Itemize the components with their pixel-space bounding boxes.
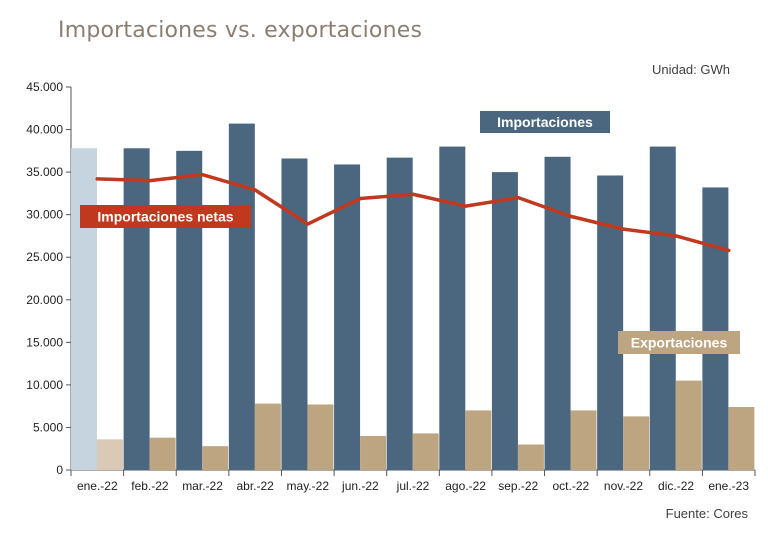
importaciones-bar (176, 150, 203, 471)
y-tick-label: 15.000 (26, 335, 63, 349)
importaciones-netas-point (569, 214, 573, 218)
importaciones-netas-legend-label: Importaciones netas (97, 209, 233, 225)
importaciones-bar (123, 148, 150, 470)
importaciones-netas-point (516, 196, 520, 200)
exportaciones-bar (254, 403, 281, 470)
importaciones-bar (597, 175, 624, 470)
x-tick-label: may.-22 (287, 479, 330, 493)
exportaciones-legend-box (618, 331, 740, 354)
exportaciones-bar (149, 437, 176, 470)
y-tick-label: 35.000 (26, 165, 63, 179)
y-tick-label: 5.000 (33, 420, 63, 434)
importaciones-netas-point (306, 222, 310, 226)
exportaciones-bar (728, 407, 755, 470)
importaciones-netas-point (464, 204, 468, 208)
importaciones-netas-point (358, 196, 362, 201)
y-tick-label: 0 (56, 463, 63, 477)
x-tick-label: abr.-22 (236, 479, 274, 493)
y-tick-label: 10.000 (26, 378, 63, 392)
importaciones-bar (649, 146, 676, 471)
source-label: Fuente: Cores (665, 506, 748, 521)
importaciones-netas-legend-box (80, 205, 251, 228)
exportaciones-bar (675, 380, 702, 470)
importaciones-netas-point (200, 173, 205, 177)
importaciones-bar (334, 164, 361, 470)
importaciones-netas-point (674, 234, 678, 238)
x-tick-label: ene.-23 (708, 479, 749, 493)
importaciones-legend-box (480, 111, 610, 133)
exportaciones-bar (465, 410, 492, 470)
importaciones-netas-point (411, 192, 415, 196)
importaciones-bar (71, 148, 97, 470)
unit-label: Unidad: GWh (651, 62, 730, 77)
x-tick-label: jul.-22 (396, 479, 430, 493)
importaciones-bar (439, 146, 466, 471)
importaciones-bar (702, 187, 729, 471)
exportaciones-bar (202, 446, 229, 470)
exportaciones-bar (517, 444, 544, 470)
importaciones-netas-point (621, 227, 626, 231)
exportaciones-bar (97, 439, 123, 470)
importaciones-netas-point (148, 179, 152, 183)
importaciones-netas-point (727, 248, 731, 253)
exportaciones-bar (412, 433, 439, 470)
exportaciones-legend-label: Exportaciones (631, 335, 728, 351)
importaciones-bar (386, 157, 413, 471)
chart-title: Importaciones vs. exportaciones (58, 18, 423, 43)
importaciones-bar (228, 123, 255, 470)
exportaciones-bar (570, 410, 597, 470)
y-tick-label: 30.000 (26, 208, 63, 222)
x-tick-label: oct.-22 (553, 479, 590, 493)
x-tick-label: jun.-22 (341, 479, 379, 493)
importaciones-netas-point (95, 177, 99, 181)
y-tick-label: 40.000 (26, 123, 63, 137)
importaciones-netas-point (253, 188, 257, 192)
exportaciones-bar (623, 416, 650, 470)
x-tick-label: nov.-22 (604, 479, 643, 493)
x-tick-label: sep.-22 (498, 479, 538, 493)
x-tick-label: ago.-22 (445, 479, 486, 493)
x-tick-label: mar.-22 (182, 479, 223, 493)
importaciones-bar (544, 156, 571, 470)
importaciones-bar (491, 172, 518, 470)
exportaciones-bar (360, 435, 387, 470)
importaciones-legend-label: Importaciones (497, 114, 593, 130)
y-tick-label: 45.000 (26, 80, 63, 94)
x-tick-label: ene.-22 (77, 479, 118, 493)
y-tick-label: 20.000 (26, 293, 63, 307)
importaciones-bar (281, 158, 308, 470)
x-tick-label: dic.-22 (658, 479, 694, 493)
x-tick-label: feb.-22 (131, 479, 169, 493)
exportaciones-bar (307, 404, 334, 470)
y-tick-label: 25.000 (26, 250, 63, 264)
